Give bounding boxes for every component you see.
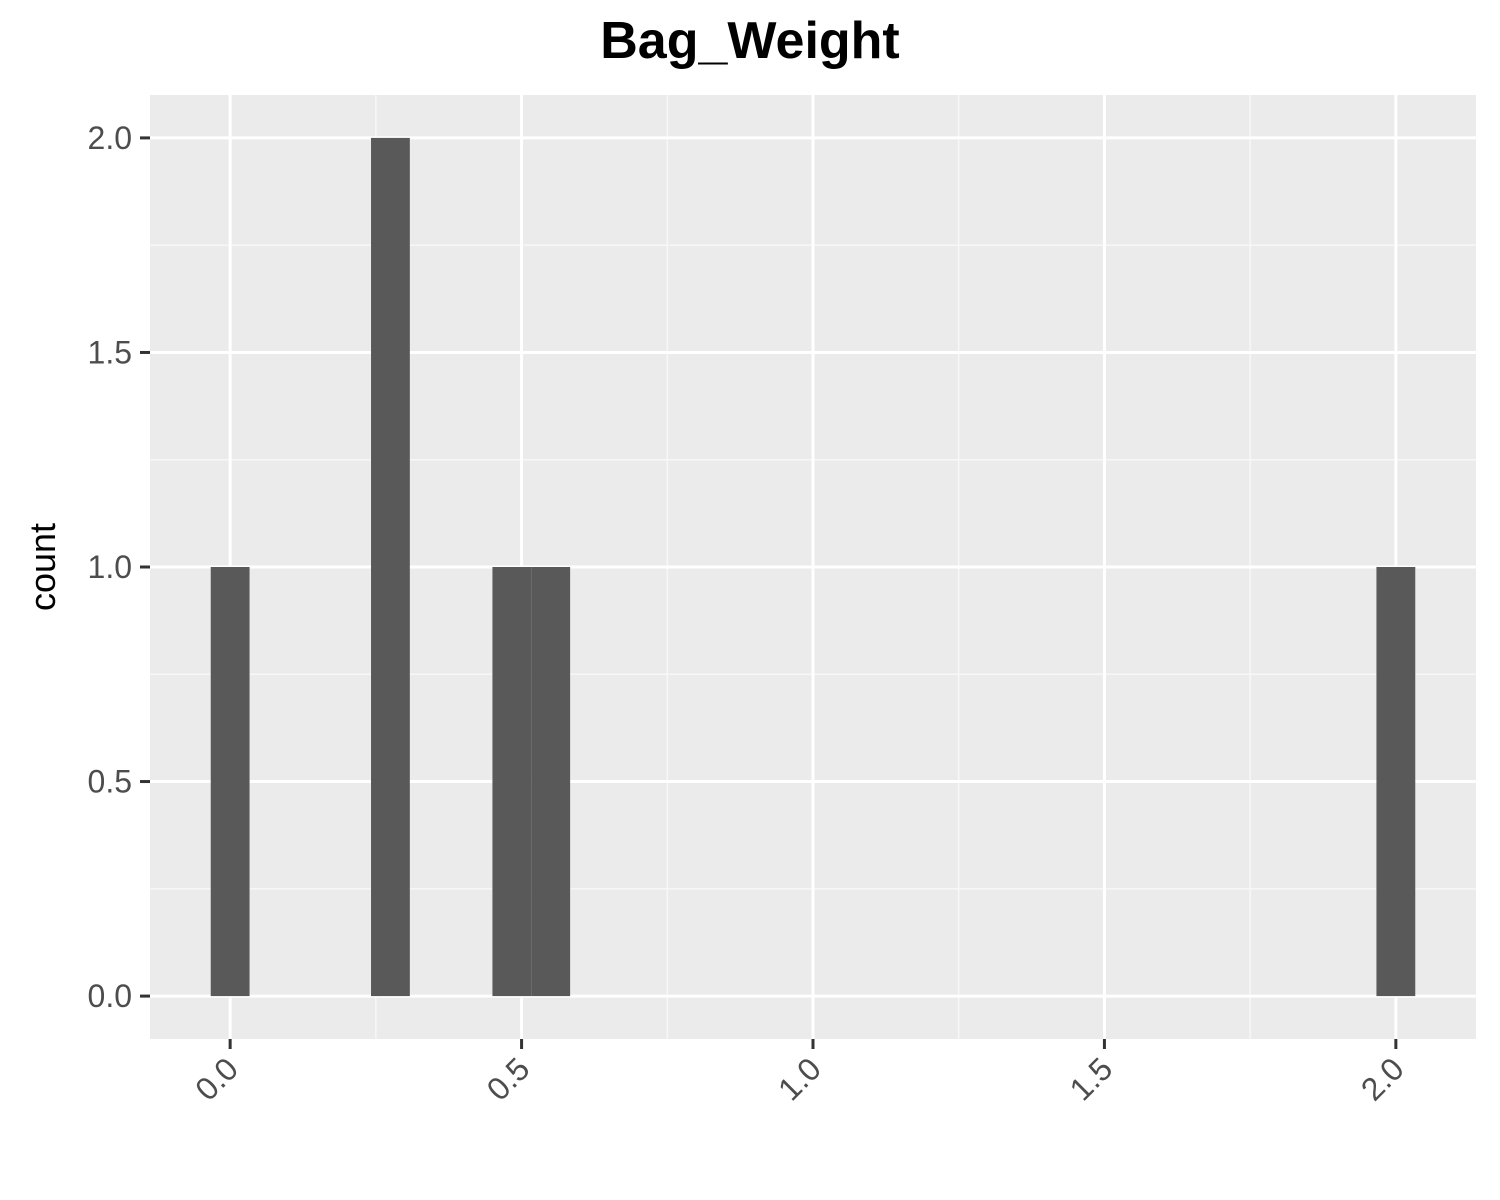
chart-title: Bag_Weight bbox=[600, 12, 900, 70]
x-axis: 0.0 0.5 1.0 1.5 2.0 bbox=[188, 1039, 1411, 1107]
histogram-bar bbox=[1376, 567, 1416, 997]
y-tick-label: 2.0 bbox=[88, 120, 132, 156]
x-tick-label: 0.0 bbox=[188, 1050, 245, 1107]
y-axis: 0.0 0.5 1.0 1.5 2.0 bbox=[88, 120, 150, 1014]
histogram-bar bbox=[492, 567, 532, 997]
y-tick-label: 1.0 bbox=[88, 549, 132, 585]
histogram-bar bbox=[371, 137, 410, 997]
histogram-bar bbox=[210, 567, 250, 997]
y-tick-label: 1.5 bbox=[88, 334, 132, 370]
histogram-bars bbox=[210, 137, 1416, 997]
y-tick-label: 0.5 bbox=[88, 764, 132, 800]
x-tick-label: 1.0 bbox=[771, 1050, 828, 1107]
x-tick-label: 0.5 bbox=[480, 1050, 537, 1107]
y-tick-label: 0.0 bbox=[88, 978, 132, 1014]
x-tick-label: 1.5 bbox=[1062, 1050, 1119, 1107]
histogram-bar bbox=[531, 567, 571, 997]
x-tick-label: 2.0 bbox=[1354, 1050, 1411, 1107]
y-axis-title: count bbox=[22, 523, 63, 611]
